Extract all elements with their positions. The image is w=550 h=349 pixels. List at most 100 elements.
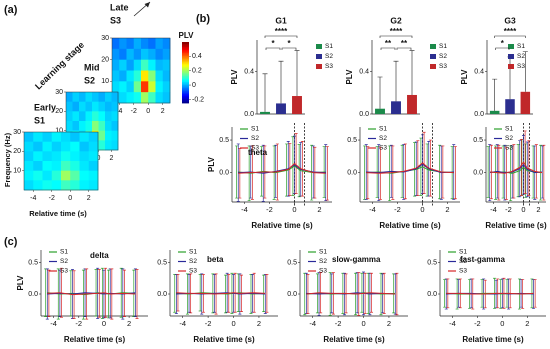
- significance-bracket: [264, 35, 298, 38]
- heatmap-cell: [88, 141, 99, 152]
- colorbar-step: [182, 67, 189, 70]
- legend-label: S2: [60, 258, 68, 265]
- colorbar-step: [182, 66, 189, 69]
- heatmap-cell: [61, 141, 71, 152]
- heatmap-cell: [105, 130, 112, 141]
- x-axis-label: Relative time (s): [193, 335, 255, 344]
- heatmap-cell: [141, 59, 149, 71]
- colorbar-step: [182, 42, 189, 44]
- heatmap-cell: [112, 38, 120, 50]
- chart-title: G2: [390, 15, 402, 25]
- colorbar-step: [182, 96, 189, 99]
- legend-swatch: [430, 44, 436, 49]
- error-bar: [492, 78, 498, 111]
- y-tick-label: 0.0: [219, 169, 229, 176]
- colorbar-step: [182, 72, 189, 75]
- series-line: [366, 163, 454, 174]
- error-bar: [393, 60, 399, 102]
- error-bar: [262, 73, 268, 112]
- error-bar: [377, 76, 383, 109]
- bar: [489, 110, 500, 114]
- chart-title: theta: [248, 148, 268, 157]
- legend-swatch: [508, 54, 514, 59]
- significance-bracket: [379, 35, 413, 38]
- heatmap-cell: [24, 141, 34, 152]
- heatmap-cell: [79, 101, 86, 112]
- heatmap-cell: [79, 132, 90, 143]
- colorbar-step: [182, 77, 189, 79]
- series-line: [489, 161, 543, 174]
- y-tick-label: 20: [55, 108, 63, 115]
- heatmap-cell: [148, 48, 156, 61]
- stage-arrowhead: [144, 2, 150, 8]
- x-tick-label: 2: [87, 195, 91, 202]
- series-line: [176, 292, 266, 295]
- x-tick-label: 2: [445, 205, 449, 214]
- heatmap-cell: [133, 48, 142, 61]
- error-bar: [453, 146, 457, 200]
- error-bar: [443, 279, 447, 308]
- x-tick-label: -2: [474, 319, 481, 328]
- error-bar: [325, 146, 329, 201]
- x-tick-label: 2: [317, 205, 321, 214]
- heatmap-cell: [88, 180, 99, 191]
- colorbar-step: [182, 92, 189, 95]
- heatmap-cell: [141, 38, 149, 50]
- session-name: S2: [84, 75, 95, 85]
- y-tick-label: 0.5: [347, 137, 357, 144]
- series-line: [306, 292, 396, 295]
- heatmap-cell: [155, 38, 164, 50]
- error-bar: [265, 274, 269, 313]
- chart-title: slow-gamma: [332, 255, 381, 264]
- heatmap-cell: [79, 111, 86, 122]
- x-tick-label: 0: [361, 319, 365, 328]
- colorbar-step: [182, 46, 189, 49]
- legend-label: S1: [379, 126, 387, 133]
- x-tick-label: -2: [205, 319, 212, 328]
- heatmap-cell: [112, 81, 120, 93]
- legend-label: S2: [379, 135, 387, 142]
- y-axis-label: PLV: [16, 275, 25, 291]
- error-bar: [522, 51, 528, 92]
- significance-label: **: [385, 39, 392, 48]
- x-tick-label: 0: [68, 195, 72, 202]
- heatmap-cell: [155, 70, 164, 82]
- chart-title: G1: [275, 15, 287, 25]
- heatmap-cell: [148, 59, 156, 71]
- y-tick-label: 0.5: [287, 259, 297, 266]
- error-bar: [523, 130, 527, 194]
- legend-swatch: [430, 54, 436, 59]
- heatmap-cell: [98, 140, 106, 151]
- bar: [375, 108, 385, 114]
- error-bar: [44, 268, 48, 317]
- legend-swatch: [508, 64, 514, 69]
- x-tick-label: 2: [257, 319, 261, 328]
- heatmap-cell: [112, 59, 120, 71]
- colorbar-step: [182, 89, 189, 92]
- significance-label: ****: [390, 27, 403, 36]
- significance-bracket: [396, 47, 412, 50]
- significance-label: *: [501, 39, 505, 48]
- error-bar: [527, 140, 531, 196]
- colorbar-title: PLV: [179, 31, 195, 40]
- y-tick-label: 0.0: [359, 111, 369, 118]
- error-bar: [173, 274, 177, 313]
- colorbar-step: [182, 78, 189, 81]
- series-line: [47, 292, 136, 296]
- heatmap-cell: [85, 121, 93, 132]
- legend-label: S3: [60, 268, 68, 275]
- heatmap-cell: [133, 81, 142, 93]
- heatmap-cell: [111, 130, 119, 141]
- heatmap-cell: [92, 111, 99, 122]
- legend-label: S3: [459, 268, 467, 275]
- heatmap-cell: [111, 92, 119, 103]
- colorbar-step: [182, 101, 189, 104]
- colorbar-tick-label: -0.2: [192, 96, 204, 103]
- y-tick-label: 30: [13, 129, 21, 136]
- heatmap-cell: [88, 170, 99, 181]
- heatmap-cell: [72, 101, 80, 112]
- heatmap-cell: [66, 111, 73, 122]
- heatmap-cell: [88, 132, 99, 143]
- colorbar-step: [182, 43, 189, 46]
- significance-label: **: [401, 39, 408, 48]
